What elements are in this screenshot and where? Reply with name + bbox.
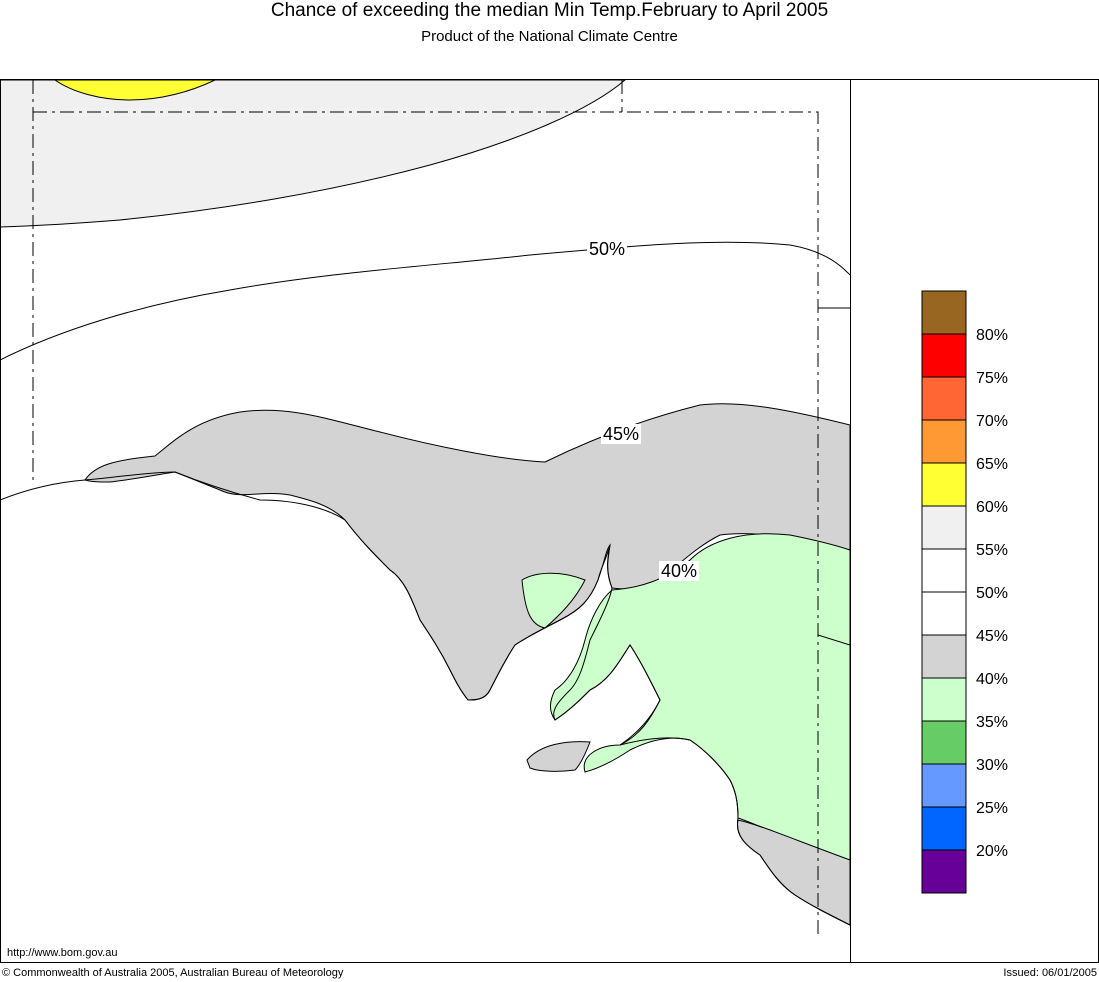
legend-swatch xyxy=(921,634,967,679)
legend-swatch xyxy=(921,548,967,593)
legend-swatch xyxy=(921,290,967,335)
issued-date: Issued: 06/01/2005 xyxy=(1003,967,1097,979)
region-60-65 xyxy=(54,80,216,101)
legend-label: 80% xyxy=(976,327,1009,344)
page-subtitle: Product of the National Climate Centre xyxy=(421,28,678,45)
region-55-60 xyxy=(0,80,626,228)
contour-label-50: 50% xyxy=(587,239,628,259)
coastline xyxy=(84,471,850,926)
contour-line-50 xyxy=(0,241,850,361)
contour-label-45: 45% xyxy=(601,424,642,444)
legend-label: 30% xyxy=(976,757,1009,774)
contour-label-40: 40% xyxy=(659,561,700,581)
state-border xyxy=(32,80,819,935)
legend-swatch xyxy=(921,505,967,550)
legend-label: 50% xyxy=(976,585,1009,602)
copyright-notice: © Commonwealth of Australia 2005, Austra… xyxy=(2,967,344,979)
legend-label: 35% xyxy=(976,714,1009,731)
legend-swatch xyxy=(921,419,967,464)
region-35-40-yorke xyxy=(521,572,586,629)
map-area xyxy=(0,80,850,935)
legend-label: 25% xyxy=(976,800,1009,817)
legend-swatch xyxy=(921,677,967,722)
state-border-notch xyxy=(817,307,850,646)
legend-swatch xyxy=(921,591,967,636)
legend-label: 65% xyxy=(976,456,1009,473)
legend-label: 20% xyxy=(976,843,1009,860)
legend-label: 55% xyxy=(976,542,1009,559)
legend-label: 45% xyxy=(976,628,1009,645)
legend-swatch xyxy=(921,376,967,421)
legend-swatch xyxy=(921,763,967,808)
legend-label: 60% xyxy=(976,499,1009,516)
legend-swatch xyxy=(921,849,967,894)
legend-swatch xyxy=(921,806,967,851)
page-title: Chance of exceeding the median Min Temp.… xyxy=(270,0,829,21)
legend-swatch xyxy=(921,720,967,765)
legend-label: 75% xyxy=(976,370,1009,387)
region-40-45-island xyxy=(526,741,591,772)
source-url[interactable]: http://www.bom.gov.au xyxy=(7,947,118,959)
contour-line-45 xyxy=(0,479,86,501)
legend-swatch xyxy=(921,333,967,378)
legend-swatches xyxy=(921,290,967,894)
legend-swatch xyxy=(921,462,967,507)
legend-label: 40% xyxy=(976,671,1009,688)
legend-label: 70% xyxy=(976,413,1009,430)
